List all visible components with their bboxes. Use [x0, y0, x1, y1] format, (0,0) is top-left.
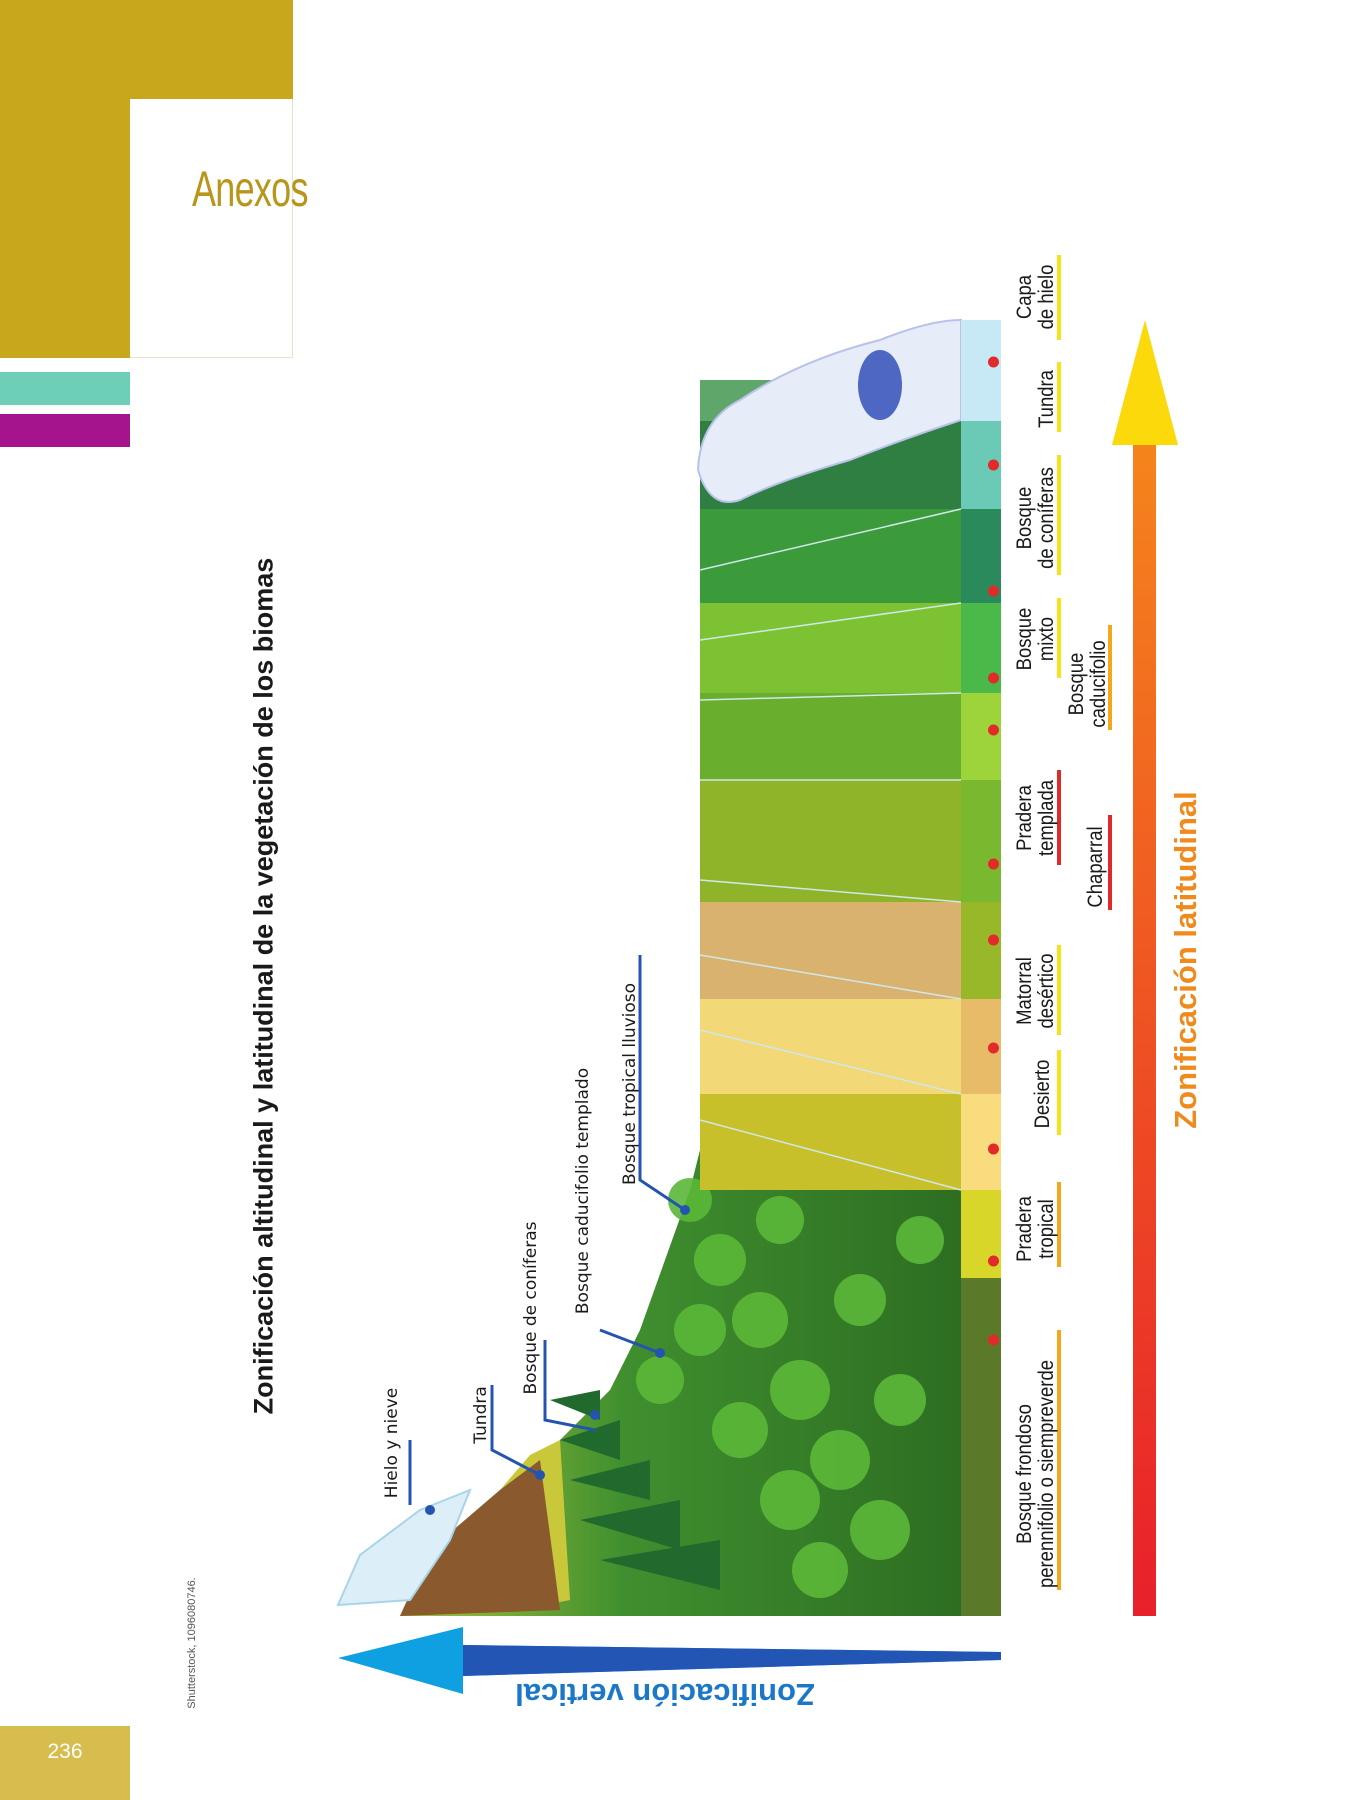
legend-pradera-templada	[961, 780, 1001, 902]
label-capa-de-hielo: Capa de hielo	[1013, 264, 1058, 330]
latitudinal-axis-label: Zonificación latitudinal	[1168, 791, 1203, 1129]
rock	[400, 1460, 560, 1616]
marker-dot	[988, 724, 999, 736]
marker-dot	[988, 356, 999, 368]
label-bar	[1057, 770, 1061, 865]
label-bar	[1057, 598, 1061, 678]
label-desierto: Desierto	[1031, 1059, 1054, 1129]
label-bar	[1057, 362, 1061, 432]
legend-bosque-frondoso	[961, 1278, 1001, 1616]
label-bar	[1057, 455, 1061, 575]
label-bosque-caducifolio-templado: Bosque caducifolio templado	[573, 1067, 593, 1315]
snow-peak	[336, 1488, 472, 1607]
conifer-trees	[550, 1390, 720, 1590]
band-divider-lines	[699, 508, 962, 1191]
magenta-stripe	[0, 414, 130, 447]
vertical-axis-label: Zonificación vertical	[515, 1677, 815, 1712]
label-bosque-frondoso: Bosque frondoso perennifolio o siemprever…	[1013, 1359, 1058, 1589]
label-bosque-coniferas: Bosque de coníferas	[1013, 467, 1058, 569]
label-bar	[1057, 1182, 1061, 1267]
marker-dot	[988, 1255, 999, 1267]
legend-capa-de-hielo	[961, 320, 1001, 421]
gold-header-block	[0, 0, 293, 99]
page-number-tab: 236	[0, 1726, 130, 1800]
latitudinal-arrow-head	[1112, 320, 1178, 445]
label-matorral-desertico: Matorral desértico	[1013, 953, 1058, 1029]
label-bosque-mixto: Bosque mixto	[1013, 607, 1058, 671]
label-bosque-coniferas-vertical: Bosque de coníferas	[521, 1221, 541, 1395]
marker-dot	[988, 459, 999, 471]
gold-side-block	[0, 99, 130, 358]
label-bar	[1057, 255, 1061, 340]
label-pradera-tropical: Pradera tropical	[1013, 1196, 1058, 1262]
label-bosque-tropical-lluvioso: Bosque tropical lluvioso	[620, 982, 640, 1186]
page-number: 236	[47, 1740, 83, 1763]
label-pradera-templada: Pradera templada	[1013, 779, 1058, 857]
label-chaparral: Chaparral	[1084, 826, 1107, 908]
marker-dot	[988, 1143, 999, 1155]
label-hielo-y-nieve: Hielo y nieve	[382, 1387, 402, 1499]
tropical-forest-trees	[636, 1178, 944, 1598]
title-box	[130, 99, 293, 358]
marker-dot	[988, 672, 999, 684]
label-bar	[1057, 945, 1061, 1035]
marker-dot	[988, 858, 999, 870]
section-title: Anexos	[192, 161, 308, 217]
marker-dot	[988, 585, 999, 597]
label-bar	[1108, 625, 1112, 730]
label-tundra: Tundra	[1035, 370, 1058, 428]
label-tundra-vertical: Tundra	[471, 1386, 491, 1444]
legend-bosque-caducifolio	[961, 693, 1001, 780]
latitudinal-arrow-shaft	[1133, 440, 1156, 1616]
marker-dot	[988, 1042, 999, 1054]
legend-matorral-desertico	[961, 902, 1001, 999]
marker-dot	[988, 934, 999, 946]
teal-stripe	[0, 372, 130, 405]
marker-dot	[988, 1334, 999, 1346]
label-bosque-caducifolio: Bosque caducifolio	[1065, 640, 1110, 728]
label-bar	[1057, 1330, 1061, 1590]
label-bar	[1057, 1050, 1061, 1135]
legend-pradera-tropical	[961, 1094, 1001, 1190]
label-bar	[1108, 815, 1112, 910]
